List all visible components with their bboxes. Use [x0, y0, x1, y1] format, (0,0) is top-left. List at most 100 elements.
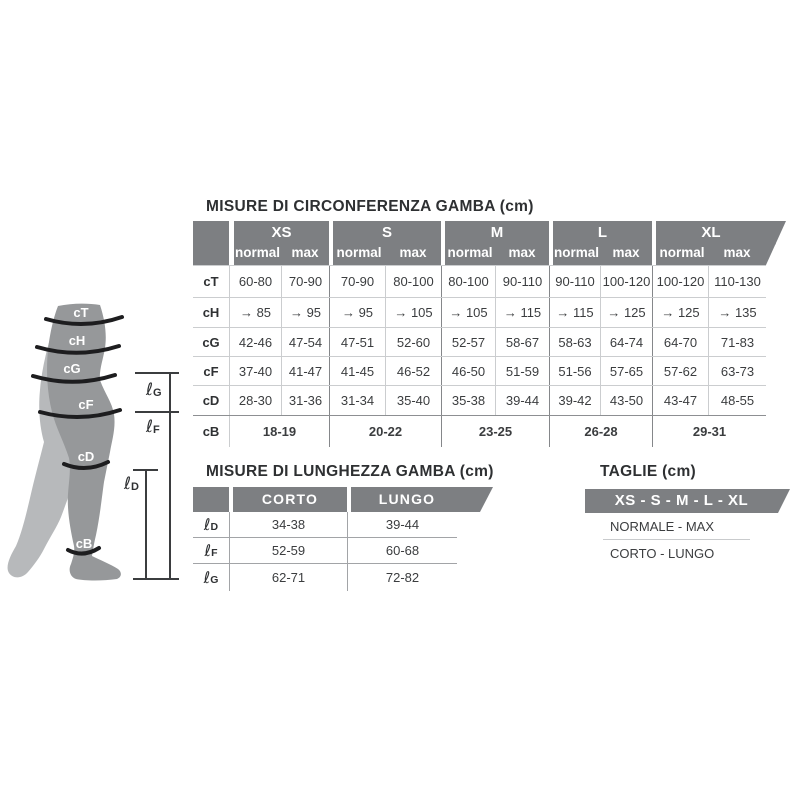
subheader-max: max	[385, 243, 441, 265]
value-cell: → 135	[708, 298, 766, 327]
value-cell: 42-46	[229, 328, 281, 356]
value-cell: 39-42	[549, 386, 600, 415]
header-slant-filler	[766, 243, 786, 265]
taglie-title: TAGLIE (cm)	[600, 463, 697, 480]
measurement-row-cF: cF 37-40 41-47 41-45 46-52 46-50 51-59 51-56 57-…	[193, 356, 766, 385]
header-corner-cell	[193, 243, 229, 265]
value-cell: 80-100	[385, 266, 441, 297]
length-label-lG: ℓG	[145, 380, 162, 400]
circumference-bands	[31, 315, 124, 556]
band-label-cH: cH	[69, 333, 86, 348]
band-cT	[44, 315, 124, 327]
value-cell: → 115	[495, 298, 549, 327]
value-cell: 60-80	[229, 266, 281, 297]
row-label: cH	[202, 305, 220, 320]
length-value-corto: 34-38	[229, 512, 347, 537]
value-cell: 52-57	[441, 328, 495, 356]
length-value-lungo: 39-44	[347, 512, 457, 537]
value-cell: 35-38	[441, 386, 495, 415]
value-cell: 48-55	[708, 386, 766, 415]
value-cell: 100-120	[652, 266, 708, 297]
measurement-row-cD: cD 28-30 31-36 31-34 35-40 35-38 39-44 39-42 43-…	[193, 385, 766, 415]
circumference-table-title: MISURE DI CIRCONFERENZA GAMBA (cm)	[206, 198, 534, 215]
value-cell: 41-47	[281, 357, 329, 385]
header-slant-filler	[766, 221, 786, 245]
taglie-sizes-banner: XS - S - M - L - XL	[585, 489, 790, 513]
band-label-cF: cF	[78, 397, 93, 412]
subheader-normal: normal	[329, 243, 385, 265]
value-cell: 43-50	[600, 386, 652, 415]
header-corner-cell	[193, 221, 229, 245]
length-row-G: ℓ G 62-71 72-82	[193, 563, 457, 591]
measurement-row-cT: cT 60-80 70-90 70-90 80-100 80-100 90-110 90-11…	[193, 265, 766, 297]
value-cell: 70-90	[281, 266, 329, 297]
value-cell: 28-30	[229, 386, 281, 415]
circumference-table-body: cT 60-80 70-90 70-90 80-100 80-100 90-110 90-11…	[193, 265, 766, 447]
size-header-xs: XS	[229, 221, 329, 245]
taglie-corto-lungo: CORTO - LUNGO	[610, 546, 715, 561]
value-cell: 51-59	[495, 357, 549, 385]
value-cell: 110-130	[708, 266, 766, 297]
value-cell: → 95	[281, 298, 329, 327]
length-value-lungo: 60-68	[347, 538, 457, 563]
subheader-normal: normal	[652, 243, 708, 265]
length-table-title: MISURE DI LUNGHEZZA GAMBA (cm)	[206, 463, 494, 480]
band-cF	[38, 408, 122, 419]
band-label-cT: cT	[73, 305, 88, 320]
measurement-row-cH: cH → 85 → 95 → 95 → 105 → 105 → 115 → 115 → 125 →…	[193, 297, 766, 327]
length-header-spacer	[193, 487, 229, 512]
length-label-lF: ℓF	[145, 417, 160, 437]
taglie-normale-max: NORMALE - MAX	[610, 519, 715, 534]
value-cell: 57-65	[600, 357, 652, 385]
length-row-F: ℓ F 52-59 60-68	[193, 537, 457, 563]
subheader-normal: normal	[441, 243, 495, 265]
value-cell: 41-45	[329, 357, 385, 385]
band-label-cB: cB	[76, 536, 93, 551]
value-cell: 35-40	[385, 386, 441, 415]
length-measure-lines	[133, 372, 179, 580]
subheader-normal: normal	[229, 243, 281, 265]
value-cell: 58-67	[495, 328, 549, 356]
value-cell-span: 18-19	[229, 416, 329, 447]
row-label: cT	[203, 274, 219, 289]
value-cell: 47-51	[329, 328, 385, 356]
value-cell: 43-47	[652, 386, 708, 415]
value-cell: 46-50	[441, 357, 495, 385]
subheader-max: max	[281, 243, 329, 265]
value-cell: 31-36	[281, 386, 329, 415]
length-label-lD: ℓD	[123, 474, 139, 494]
value-cell: → 125	[652, 298, 708, 327]
script-ell-glyph: ℓ	[203, 567, 211, 587]
band-labels: cT cH cG cF cD cB	[63, 305, 94, 551]
subheader-max: max	[495, 243, 549, 265]
value-cell: → 105	[385, 298, 441, 327]
value-cell: 70-90	[329, 266, 385, 297]
length-header-lungo: LUNGO	[347, 487, 493, 512]
value-cell: 47-54	[281, 328, 329, 356]
script-ell-subscript: F	[211, 547, 218, 559]
length-row-D: ℓ D 34-38 39-44	[193, 512, 457, 537]
value-cell-span: 23-25	[441, 416, 549, 447]
length-value-lungo: 72-82	[347, 564, 457, 591]
subheader-normal: normal	[549, 243, 600, 265]
length-value-corto: 52-59	[229, 538, 347, 563]
script-ell-subscript: D	[210, 521, 219, 533]
value-cell: → 105	[441, 298, 495, 327]
value-cell: 71-83	[708, 328, 766, 356]
value-cell: 57-62	[652, 357, 708, 385]
band-cG	[31, 373, 117, 384]
value-cell: 63-73	[708, 357, 766, 385]
value-cell: 31-34	[329, 386, 385, 415]
subheader-max: max	[600, 243, 652, 265]
value-cell: → 125	[600, 298, 652, 327]
value-cell: → 95	[329, 298, 385, 327]
value-cell: 39-44	[495, 386, 549, 415]
size-header-row: XS S M L XL	[193, 221, 786, 243]
value-cell: 64-70	[652, 328, 708, 356]
length-header-corto: CORTO	[229, 487, 347, 512]
taglie-divider	[603, 539, 750, 540]
